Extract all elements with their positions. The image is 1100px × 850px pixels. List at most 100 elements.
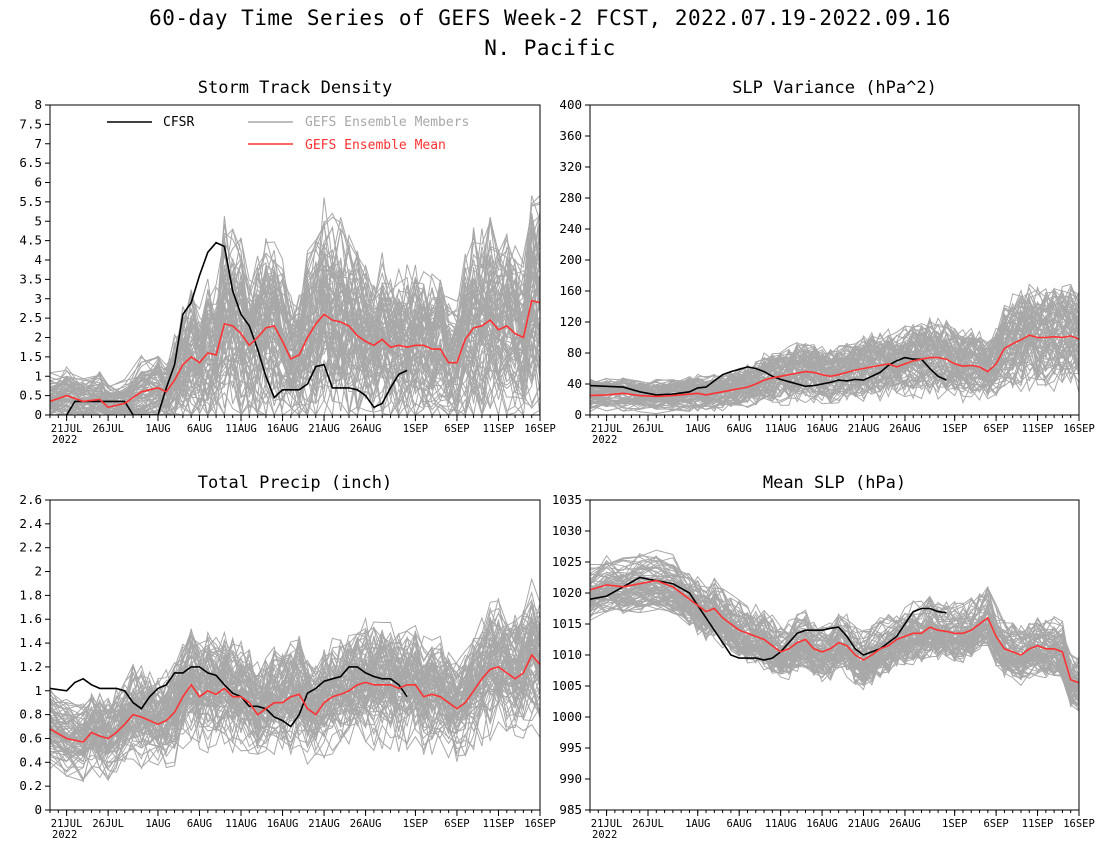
legend-members-label: GEFS Ensemble Members [305,115,469,130]
y-tick-label: 2.4 [19,516,42,531]
x-year-label: 2022 [52,829,77,841]
x-tick-label: 16SEP [524,423,556,435]
y-tick-label: 160 [559,283,582,298]
x-tick-label: 26AUG [889,423,921,435]
ensemble-member-line [50,598,540,733]
x-tick-label: 6SEP [983,818,1008,830]
y-tick-label: 2 [34,330,42,345]
ensemble-member-line [50,605,540,736]
x-tick-label: 1SEP [942,818,967,830]
x-tick-label: 21AUG [848,818,880,830]
y-tick-label: 6.5 [19,155,42,170]
y-tick-label: 1020 [552,585,582,600]
x-year-label: 2022 [592,829,617,841]
ensemble-member-line [590,574,1079,691]
y-tick-label: 2.2 [19,540,42,555]
ensemble-member-line [50,698,540,781]
ensemble-member-line [590,340,1079,410]
ensemble-mean-series-line [590,579,1079,684]
y-tick-label: 1 [34,683,42,698]
y-tick-label: 0 [34,802,42,817]
ensemble-member-line [50,649,540,754]
y-tick-label: 0.5 [19,388,42,403]
ensemble-member-line [590,288,1079,391]
ensemble-member-line [50,364,540,415]
panel-mean-slp: 985 990 995 1000 1005 1010 1015 1020 1025 1030 103… [552,473,1095,841]
y-tick-label: 0.4 [19,754,42,769]
ensemble-member-line [50,220,540,400]
x-tick-label: 11SEP [1022,818,1054,830]
cfsr-series-line [50,666,408,728]
y-tick-label: 80 [567,345,582,360]
x-tick-label: 6SEP [983,423,1008,435]
y-tick-label: 4.5 [19,233,42,248]
panel-title: Total Precip (inch) [198,473,392,493]
y-tick-label: 4 [34,252,42,267]
x-tick-label: 16SEP [1063,818,1095,830]
ensemble-member-line [50,615,540,728]
x-tick-label: 26JUL [632,423,664,435]
ensemble-member-line [50,242,540,410]
x-tick-label: 6AUG [187,818,212,830]
y-tick-label: 3.5 [19,271,42,286]
ensemble-member-line [50,654,540,757]
y-tick-label: 1.5 [19,349,42,364]
panel-title: SLP Variance (hPa^2) [732,78,937,98]
legend-mean-label: GEFS Ensemble Mean [305,138,446,153]
y-tick-label: 990 [559,771,582,786]
y-tick-label: 5.5 [19,194,42,209]
x-tick-label: 26AUG [889,818,921,830]
y-tick-label: 7.5 [19,116,42,131]
ensemble-members [50,577,540,783]
y-tick-label: 1030 [552,523,582,538]
y-tick-label: 200 [559,252,582,267]
y-tick-label: 2.6 [19,492,42,507]
y-tick-label: 985 [559,802,582,817]
y-tick-label: 40 [567,376,582,391]
x-tick-label: 1AUG [145,423,170,435]
ensemble-mean-series-line [590,334,1079,398]
y-tick-label: 1010 [552,647,582,662]
figure-title: 60-day Time Series of GEFS Week-2 FCST, … [149,6,951,30]
y-tick-label: 1005 [552,678,582,693]
ensemble-members [590,549,1079,712]
y-tick-label: 8 [34,97,42,112]
y-tick-label: 360 [559,128,582,143]
x-tick-label: 21AUG [308,423,340,435]
x-tick-label: 16AUG [267,423,299,435]
x-tick-label: 16SEP [1063,423,1095,435]
ensemble-member-line [50,620,540,741]
panel-title: Mean SLP (hPa) [763,473,906,493]
ensemble-member-line [590,290,1079,395]
y-tick-label: 995 [559,740,582,755]
y-tick-label: 400 [559,97,582,112]
x-tick-label: 16AUG [806,818,838,830]
ensemble-member-line [590,342,1079,410]
y-tick-label: 0 [574,407,582,422]
x-tick-label: 1AUG [685,423,710,435]
ensemble-members [50,195,540,415]
y-tick-label: 2.5 [19,310,42,325]
x-tick-label: 11AUG [765,818,797,830]
ensemble-member-line [590,592,1079,693]
y-tick-label: 320 [559,159,582,174]
x-tick-label: 6AUG [727,423,752,435]
y-tick-label: 0.8 [19,707,42,722]
ensemble-member-line [590,585,1079,703]
legend-cfsr-label: CFSR [163,115,194,130]
x-tick-label: 26JUL [92,818,124,830]
panel-storm-track-density: 0 0.5 1 1.5 2 2.5 3 3.5 4 4.5 5 5.5 6 6.5 7 7.5 8 21JUL 26… [19,78,555,446]
y-tick-label: 240 [559,221,582,236]
ensemble-member-line [50,274,540,411]
ensemble-member-line [590,587,1079,693]
x-tick-label: 16AUG [806,423,838,435]
x-tick-label: 6SEP [444,423,469,435]
x-year-label: 2022 [592,434,617,446]
y-tick-label: 1.6 [19,611,42,626]
figure-subtitle: N. Pacific [484,36,616,60]
x-tick-label: 26JUL [92,423,124,435]
x-tick-label: 16AUG [267,818,299,830]
x-tick-label: 11SEP [1022,423,1054,435]
